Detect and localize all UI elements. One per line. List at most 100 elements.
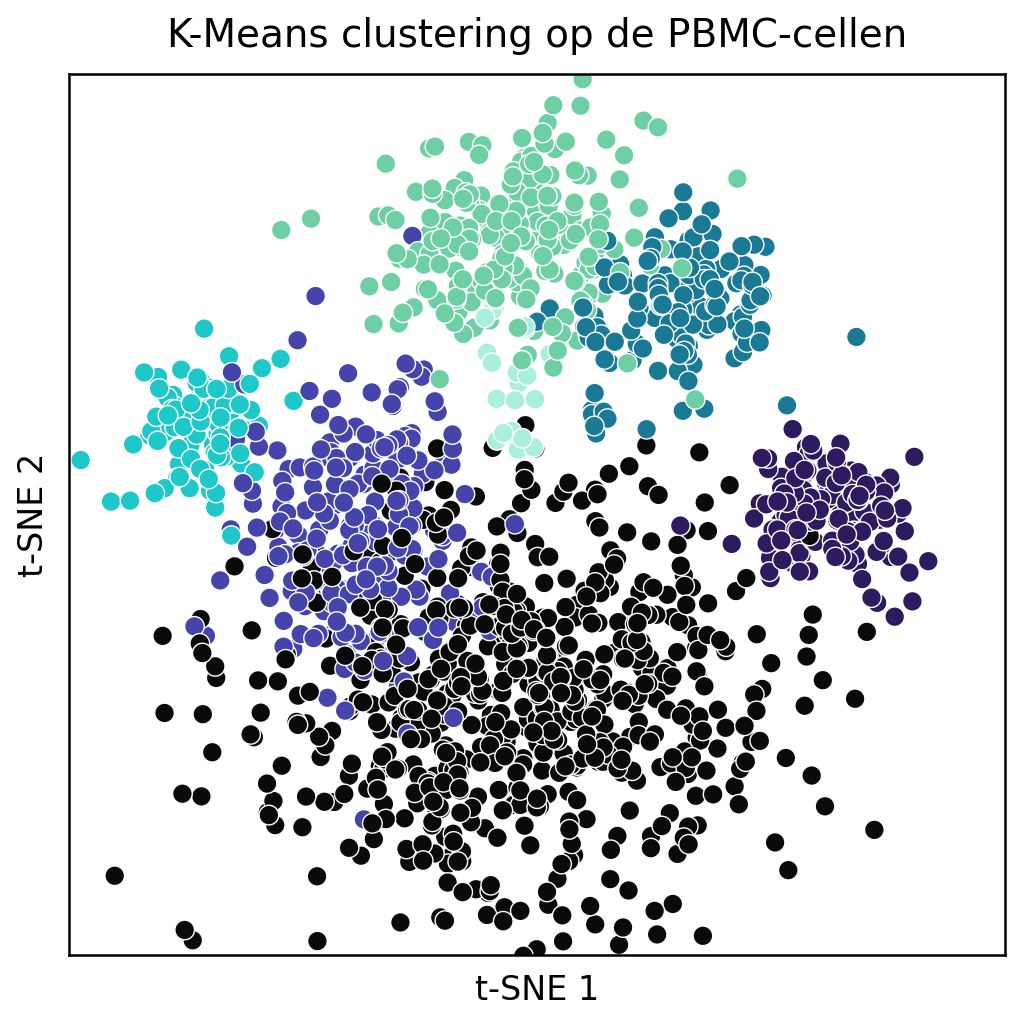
Point (499, 598, 515, 614)
Point (405, 227, 421, 244)
Point (403, 731, 419, 748)
Point (699, 627, 715, 643)
Point (648, 675, 664, 691)
Point (580, 606, 597, 623)
Point (587, 750, 603, 766)
Point (270, 539, 286, 555)
Point (616, 278, 633, 294)
Point (476, 820, 493, 837)
Point (762, 570, 779, 587)
Point (515, 151, 531, 167)
Point (807, 534, 824, 550)
Point (901, 564, 918, 581)
Point (487, 435, 504, 452)
Point (364, 468, 380, 484)
Point (491, 683, 507, 699)
Point (309, 495, 325, 511)
Point (387, 543, 404, 559)
Point (612, 753, 629, 769)
Point (774, 469, 790, 485)
Point (388, 493, 405, 509)
Point (475, 271, 492, 288)
Point (547, 141, 563, 158)
Point (574, 71, 591, 87)
Point (239, 539, 256, 555)
Point (442, 585, 458, 601)
Point (742, 297, 758, 313)
Point (834, 537, 850, 553)
Point (453, 669, 469, 685)
Point (417, 624, 433, 640)
Point (503, 721, 519, 737)
Point (535, 248, 551, 264)
Point (557, 758, 573, 774)
Point (436, 482, 453, 499)
Point (495, 425, 511, 441)
Point (613, 765, 630, 781)
Point (435, 509, 452, 525)
Point (523, 147, 540, 164)
Point (383, 273, 400, 290)
Point (652, 297, 668, 313)
Point (509, 603, 525, 620)
Point (515, 947, 531, 964)
Point (818, 470, 834, 486)
Point (448, 262, 464, 279)
Point (463, 540, 479, 556)
Point (290, 545, 307, 561)
Point (640, 607, 656, 624)
Point (600, 746, 616, 763)
Point (186, 618, 202, 635)
Point (297, 503, 314, 519)
Point (450, 278, 466, 294)
Point (364, 696, 380, 713)
Point (540, 115, 556, 131)
Y-axis label: t-SNE 2: t-SNE 2 (16, 453, 50, 577)
Point (428, 602, 445, 618)
Point (698, 261, 714, 278)
Point (212, 435, 228, 452)
Point (45, 719, 61, 735)
Point (393, 710, 410, 726)
Point (614, 650, 631, 667)
Point (333, 629, 350, 645)
Point (574, 493, 591, 509)
Point (801, 563, 818, 580)
Point (309, 546, 325, 562)
Point (669, 754, 686, 770)
Point (770, 521, 786, 538)
Point (538, 263, 554, 280)
Point (616, 650, 633, 667)
Point (702, 242, 718, 258)
Point (778, 750, 794, 766)
Point (566, 272, 583, 289)
Point (445, 825, 461, 842)
Point (350, 691, 366, 708)
Point (359, 558, 375, 574)
Point (450, 636, 466, 652)
Point (640, 253, 656, 269)
Point (596, 646, 612, 663)
Point (356, 811, 372, 827)
Point (324, 595, 340, 611)
Point (780, 862, 796, 879)
X-axis label: t-SNE 1: t-SNE 1 (475, 974, 599, 1008)
Point (538, 664, 554, 680)
Point (879, 510, 895, 526)
Point (306, 461, 322, 477)
Point (672, 708, 689, 724)
Point (353, 672, 369, 688)
Point (523, 153, 540, 169)
Point (817, 798, 833, 814)
Point (191, 402, 207, 419)
Point (463, 717, 479, 733)
Point (678, 760, 694, 776)
Point (554, 325, 570, 341)
Point (318, 631, 334, 647)
Point (664, 750, 681, 766)
Point (679, 522, 695, 539)
Point (643, 250, 659, 266)
Point (490, 557, 506, 573)
Point (435, 664, 452, 680)
Point (776, 485, 792, 502)
